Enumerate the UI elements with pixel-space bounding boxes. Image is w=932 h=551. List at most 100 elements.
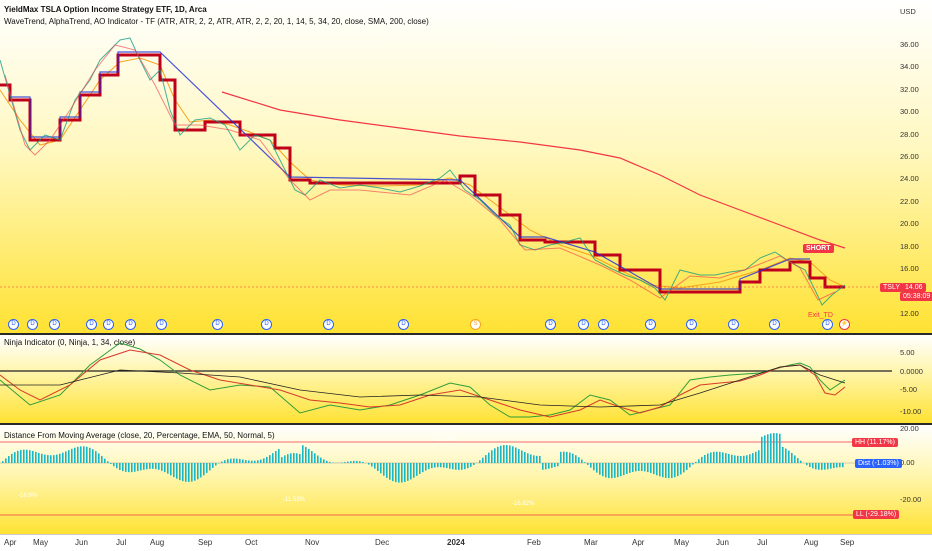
histogram-bar	[449, 463, 451, 469]
histogram-bar	[383, 463, 385, 476]
histogram-bar	[452, 463, 454, 469]
histogram-bar	[494, 448, 496, 463]
histogram-bar	[374, 463, 376, 469]
histogram-bar	[71, 449, 73, 463]
histogram-bar	[653, 463, 655, 474]
currency-label[interactable]: USD	[900, 7, 916, 16]
histogram-bar	[362, 462, 364, 463]
dividend-marker-icon[interactable]: D	[323, 319, 334, 330]
time-tick: Sep	[840, 538, 854, 547]
dividend-marker-icon[interactable]: S	[470, 319, 481, 330]
histogram-bar	[266, 457, 268, 463]
histogram-bar	[152, 463, 154, 469]
histogram-bar	[176, 463, 178, 479]
histogram-bar	[710, 452, 712, 463]
histogram-bar	[596, 463, 598, 473]
dividend-marker-icon[interactable]: D	[598, 319, 609, 330]
histogram-bar	[482, 458, 484, 463]
time-tick: Sep	[198, 538, 212, 547]
dividend-marker-icon[interactable]: D	[545, 319, 556, 330]
dividend-marker-icon[interactable]: D	[8, 319, 19, 330]
distance-pane[interactable]: Distance From Moving Average (close, 20,…	[0, 425, 932, 534]
histogram-bar	[776, 433, 778, 463]
histogram-bar	[701, 457, 703, 463]
ninja-plot[interactable]	[0, 335, 892, 423]
histogram-bar	[191, 463, 193, 482]
histogram-bar	[533, 455, 535, 463]
histogram-bar	[53, 455, 55, 463]
price-tick: 30.00	[900, 107, 919, 116]
histogram-bar	[317, 456, 319, 463]
low-label-2: -11.53%	[283, 497, 305, 503]
histogram-bar	[602, 463, 604, 476]
dividend-marker-icon[interactable]: D	[686, 319, 697, 330]
ninja-pane[interactable]: Ninja Indicator (0, Ninja, 1, 34, close)…	[0, 335, 932, 423]
dividend-marker-icon[interactable]: D	[261, 319, 272, 330]
histogram-bar	[107, 461, 109, 463]
histogram-bar	[272, 453, 274, 463]
time-tick: Aug	[150, 538, 164, 547]
histogram-bar	[359, 461, 361, 463]
dividend-marker-icon[interactable]: D	[49, 319, 60, 330]
dividend-marker-icon[interactable]: D	[27, 319, 38, 330]
histogram-bar	[761, 437, 763, 463]
lightning-icon[interactable]: ⚡	[839, 319, 850, 330]
dividend-marker-icon[interactable]: D	[103, 319, 114, 330]
dividend-marker-icon[interactable]: D	[86, 319, 97, 330]
histogram-bar	[368, 463, 370, 465]
histogram-bar	[188, 463, 190, 482]
dividend-marker-icon[interactable]: D	[645, 319, 656, 330]
histogram-bar	[728, 454, 730, 463]
price-plot[interactable]	[0, 0, 892, 333]
histogram-bar	[419, 463, 421, 474]
histogram-bar	[158, 463, 160, 470]
histogram-bar	[344, 462, 346, 463]
histogram-bar	[512, 446, 514, 463]
histogram-bar	[605, 463, 607, 477]
dividend-marker-icon[interactable]: D	[578, 319, 589, 330]
histogram-bar	[665, 463, 667, 478]
histogram-bar	[461, 463, 463, 470]
histogram-bar	[398, 463, 400, 483]
distance-tick: 20.00	[900, 424, 919, 433]
price-pane[interactable]: YieldMax TSLA Option Income Strategy ETF…	[0, 0, 932, 333]
histogram-bar	[170, 463, 172, 475]
time-tick: Aug	[804, 538, 818, 547]
histogram-bar	[248, 460, 250, 463]
histogram-bar	[260, 460, 262, 463]
histogram-bar	[638, 463, 640, 471]
histogram-bar	[764, 435, 766, 463]
moving-average-line	[0, 58, 845, 288]
histogram-bar	[101, 456, 103, 463]
histogram-bar	[185, 463, 187, 482]
histogram-bar	[572, 454, 574, 463]
dividend-marker-icon[interactable]: D	[398, 319, 409, 330]
histogram-bar	[119, 463, 121, 470]
dividend-marker-icon[interactable]: D	[212, 319, 223, 330]
histogram-bar	[269, 455, 271, 463]
histogram-bar	[830, 463, 832, 469]
histogram-bar	[254, 461, 256, 463]
histogram-bar	[56, 455, 58, 463]
histogram-bar	[137, 463, 139, 471]
histogram-bar	[650, 463, 652, 473]
dividend-marker-icon[interactable]: D	[125, 319, 136, 330]
histogram-bar	[146, 463, 148, 469]
histogram-bar	[74, 448, 76, 463]
histogram-bar	[578, 457, 580, 463]
dividend-marker-icon[interactable]: D	[769, 319, 780, 330]
dividend-marker-icon[interactable]: D	[728, 319, 739, 330]
dividend-marker-icon[interactable]: D	[822, 319, 833, 330]
histogram-bar	[563, 452, 565, 463]
histogram-bar	[668, 463, 670, 478]
histogram-bar	[626, 463, 628, 474]
histogram-bar	[392, 463, 394, 481]
histogram-bar	[35, 452, 37, 463]
histogram-bar	[386, 463, 388, 478]
dividend-marker-icon[interactable]: D	[156, 319, 167, 330]
histogram-bar	[506, 445, 508, 463]
histogram-bar	[431, 463, 433, 468]
